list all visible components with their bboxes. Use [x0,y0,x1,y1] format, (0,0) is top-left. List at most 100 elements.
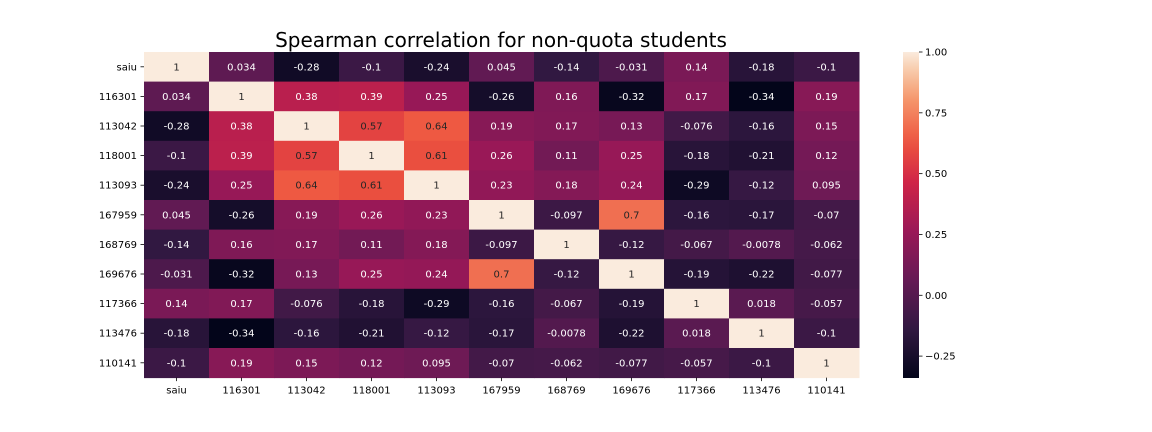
cell-value-label: -0.26 [489,92,515,103]
cell-value-label: 0.095 [812,181,841,192]
cell-value-label: -0.14 [554,62,580,73]
heatmap-cell [599,52,665,83]
heatmap-cell [534,140,600,171]
cell-value-label: -0.24 [164,181,190,192]
cell-value-label: 0.034 [227,62,256,73]
cell-value-label: -0.17 [749,210,775,221]
cell-value-label: 0.23 [425,210,447,221]
cell-value-label: 0.38 [295,92,317,103]
cell-value-label: 0.19 [230,358,252,369]
heatmap-cell [534,81,600,112]
heatmap-cell [599,200,665,231]
heatmap-cell [664,111,730,142]
heatmap-cell-labels: 1 0.034 -0.28 -0.1 -0.24 0.045 -0.14 -0.031 0.14… [160,62,842,369]
chart-title: Spearman correlation for non-quota stude… [275,28,727,52]
heatmap-cell [599,259,665,290]
x-axis: saiu 116301 113042 118001 113093 167959 168769… [166,377,846,397]
heatmap-cell [664,259,730,290]
cell-value-label: 0.018 [682,329,711,340]
cell-value-label: 0.17 [555,122,577,133]
heatmap-cell [599,81,665,112]
cell-value-label: -0.067 [550,299,582,310]
colorbar-tick-label: 0.25 [925,230,947,241]
heatmap-cell [339,348,405,379]
heatmap-cell [729,111,795,142]
heatmap-cell [469,200,535,231]
heatmap-cell [469,140,535,171]
heatmap-cell [794,318,860,349]
cell-value-label: 0.12 [360,358,382,369]
heatmap-cell [339,229,405,260]
cell-value-label: 1 [693,299,699,310]
cell-value-label: -0.18 [684,151,710,162]
cell-value-label: 0.18 [425,240,447,251]
cell-value-label: -0.097 [485,240,517,251]
heatmap-cell [274,259,340,290]
heatmap-cell [209,288,275,319]
heatmap-cell [209,140,275,171]
heatmap-cell [144,111,210,142]
heatmap-cell [209,170,275,201]
cell-value-label: -0.062 [810,240,842,251]
cell-value-label: -0.34 [749,92,775,103]
heatmap-cell [664,140,730,171]
cell-value-label: 0.11 [360,240,382,251]
y-tick-label: 169676 [99,270,137,281]
cell-value-label: 0.57 [295,151,317,162]
heatmap-cell [144,259,210,290]
cell-value-label: 1 [368,151,374,162]
cell-value-label: 0.11 [555,151,577,162]
heatmap-cell [339,259,405,290]
cell-value-label: -0.18 [359,299,385,310]
x-tick-label: 113093 [417,386,455,397]
cell-value-label: -0.12 [554,270,580,281]
cell-value-label: -0.29 [684,181,710,192]
cell-value-label: -0.12 [749,181,775,192]
heatmap-cell [209,81,275,112]
heatmap-cell [794,170,860,201]
cell-value-label: 0.19 [815,92,837,103]
cell-value-label: -0.077 [810,270,842,281]
cell-value-label: -0.16 [684,210,710,221]
cell-value-label: 0.39 [230,151,252,162]
cell-value-label: -0.0078 [742,240,781,251]
heatmap-cell [534,170,600,201]
heatmap-cell [404,229,470,260]
heatmap-cell [144,288,210,319]
heatmap-cell [664,318,730,349]
heatmap-cell [664,81,730,112]
cell-value-label: 0.14 [165,299,187,310]
heatmap-cell [534,318,600,349]
cell-value-label: 0.13 [620,122,642,133]
heatmap-cell [664,52,730,83]
heatmap-cell [534,111,600,142]
heatmap-cell [144,348,210,379]
cell-value-label: -0.062 [550,358,582,369]
y-axis: saiu 116301 113042 118001 113093 167959 168769… [99,62,144,369]
y-tick-label: 116301 [99,92,137,103]
y-tick-label: 113476 [99,329,137,340]
cell-value-label: -0.18 [164,329,190,340]
y-tick-label: 167959 [99,210,137,221]
cell-value-label: -0.29 [424,299,450,310]
cell-value-label: -0.21 [749,151,775,162]
cell-value-label: -0.1 [167,358,187,369]
heatmap-cell [534,229,600,260]
cell-value-label: -0.031 [160,270,192,281]
heatmap-cell [274,52,340,83]
colorbar-gradient [903,52,919,378]
cell-value-label: 0.045 [487,62,516,73]
cell-value-label: 0.39 [360,92,382,103]
cell-value-label: -0.26 [229,210,255,221]
y-tick-label: 110141 [99,358,137,369]
x-tick-label: 118001 [352,386,390,397]
cell-value-label: -0.16 [749,122,775,133]
cell-value-label: 0.045 [162,210,191,221]
heatmap-cell [729,259,795,290]
heatmap-cell [144,200,210,231]
y-tick-label: 113093 [99,181,137,192]
heatmap-cell [274,288,340,319]
cell-value-label: -0.34 [229,329,255,340]
x-tick-label: 167959 [482,386,520,397]
heatmap-cell [404,111,470,142]
